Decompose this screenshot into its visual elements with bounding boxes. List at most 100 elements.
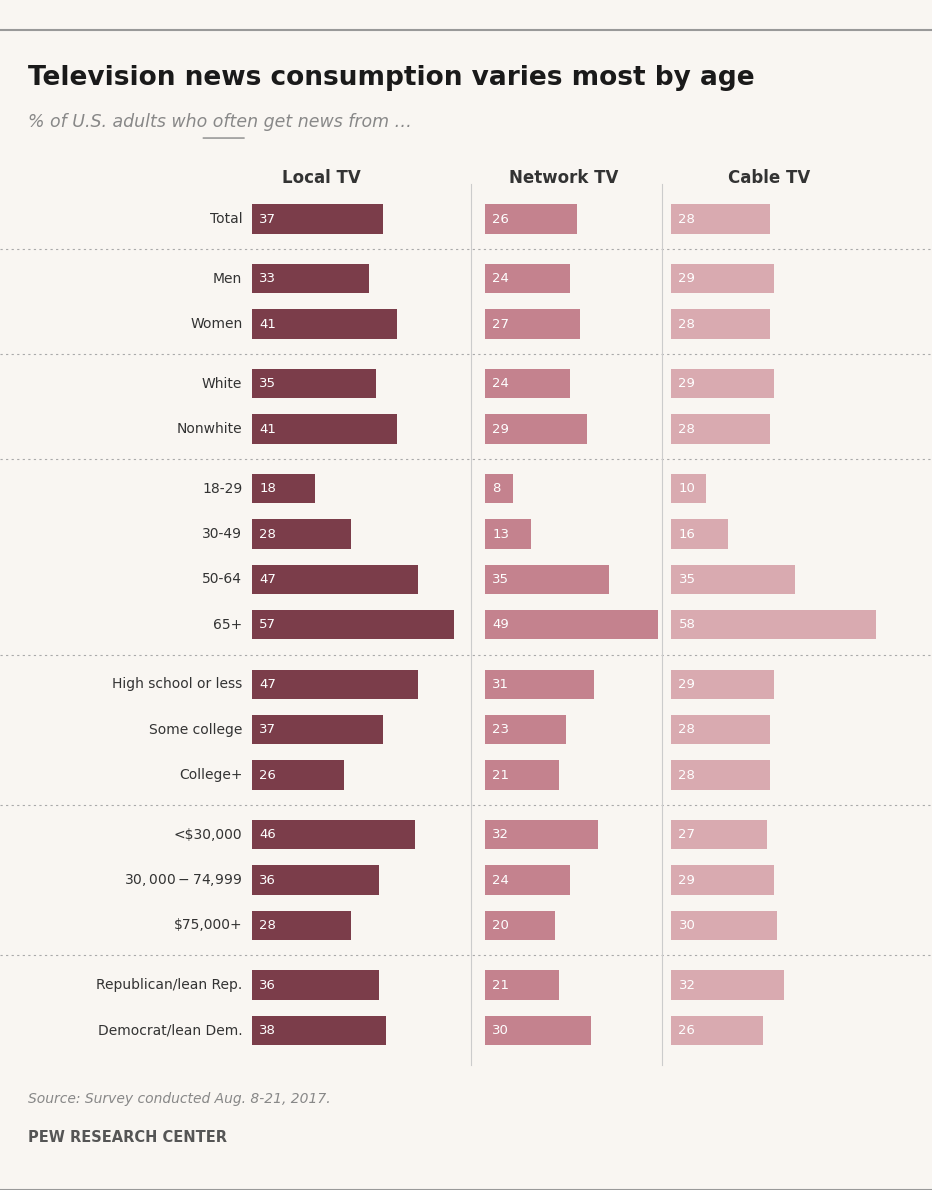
Text: 23: 23 <box>492 724 509 737</box>
Text: 32: 32 <box>492 828 509 841</box>
Text: 65+: 65+ <box>213 618 242 632</box>
FancyBboxPatch shape <box>485 970 559 1000</box>
FancyBboxPatch shape <box>485 414 587 444</box>
FancyBboxPatch shape <box>671 309 770 339</box>
FancyBboxPatch shape <box>252 309 397 339</box>
Text: Network TV: Network TV <box>509 169 619 187</box>
Text: 28: 28 <box>259 527 276 540</box>
Text: 27: 27 <box>678 828 695 841</box>
Text: Republican/lean Rep.: Republican/lean Rep. <box>96 978 242 992</box>
FancyBboxPatch shape <box>252 1016 386 1045</box>
Text: 18: 18 <box>259 482 276 495</box>
FancyBboxPatch shape <box>671 264 774 294</box>
FancyBboxPatch shape <box>671 670 774 700</box>
FancyBboxPatch shape <box>485 519 530 549</box>
FancyBboxPatch shape <box>252 369 376 399</box>
Text: 38: 38 <box>259 1023 276 1036</box>
Text: 29: 29 <box>492 422 509 436</box>
FancyBboxPatch shape <box>671 865 774 895</box>
Text: 28: 28 <box>678 422 695 436</box>
Text: 30: 30 <box>492 1023 509 1036</box>
Text: 26: 26 <box>259 769 276 782</box>
FancyBboxPatch shape <box>252 610 454 639</box>
Text: 35: 35 <box>492 572 509 585</box>
Text: PEW RESEARCH CENTER: PEW RESEARCH CENTER <box>28 1130 227 1146</box>
Text: 41: 41 <box>259 422 276 436</box>
Text: White: White <box>202 377 242 390</box>
Text: 28: 28 <box>678 769 695 782</box>
Text: 29: 29 <box>678 678 695 691</box>
Text: Some college: Some college <box>149 722 242 737</box>
FancyBboxPatch shape <box>252 564 418 594</box>
Text: 26: 26 <box>678 1023 695 1036</box>
Text: 28: 28 <box>678 318 695 331</box>
FancyBboxPatch shape <box>485 369 569 399</box>
FancyBboxPatch shape <box>671 1016 763 1045</box>
FancyBboxPatch shape <box>252 715 383 745</box>
FancyBboxPatch shape <box>671 519 728 549</box>
FancyBboxPatch shape <box>485 865 569 895</box>
Text: 41: 41 <box>259 318 276 331</box>
FancyBboxPatch shape <box>252 910 350 940</box>
Text: $75,000+: $75,000+ <box>173 919 242 933</box>
FancyBboxPatch shape <box>252 670 418 700</box>
Text: Source: Survey conducted Aug. 8-21, 2017.: Source: Survey conducted Aug. 8-21, 2017… <box>28 1092 331 1107</box>
Text: College+: College+ <box>179 768 242 782</box>
Text: 33: 33 <box>259 273 276 286</box>
Text: $30,000-$74,999: $30,000-$74,999 <box>125 872 242 888</box>
Text: 28: 28 <box>678 213 695 226</box>
FancyBboxPatch shape <box>671 414 770 444</box>
FancyBboxPatch shape <box>671 564 795 594</box>
Text: 21: 21 <box>492 978 509 991</box>
Text: 21: 21 <box>492 769 509 782</box>
Text: 29: 29 <box>678 377 695 390</box>
Text: 35: 35 <box>678 572 695 585</box>
Text: Total: Total <box>210 212 242 226</box>
Text: 24: 24 <box>492 377 509 390</box>
Text: 20: 20 <box>492 919 509 932</box>
Text: 27: 27 <box>492 318 509 331</box>
Text: <$30,000: <$30,000 <box>173 828 242 841</box>
FancyBboxPatch shape <box>485 670 595 700</box>
Text: Nonwhite: Nonwhite <box>177 422 242 436</box>
Text: 35: 35 <box>259 377 276 390</box>
FancyBboxPatch shape <box>671 205 770 233</box>
Text: % of U.S. adults who often get news from …: % of U.S. adults who often get news from… <box>28 113 412 131</box>
Text: 16: 16 <box>678 527 695 540</box>
Text: 57: 57 <box>259 619 276 631</box>
FancyBboxPatch shape <box>252 414 397 444</box>
Text: 49: 49 <box>492 619 509 631</box>
FancyBboxPatch shape <box>671 820 767 850</box>
Text: 47: 47 <box>259 678 276 691</box>
FancyBboxPatch shape <box>485 910 555 940</box>
FancyBboxPatch shape <box>671 474 706 503</box>
FancyBboxPatch shape <box>485 309 581 339</box>
FancyBboxPatch shape <box>252 474 315 503</box>
FancyBboxPatch shape <box>485 1016 591 1045</box>
FancyBboxPatch shape <box>252 760 344 790</box>
Text: Democrat/lean Dem.: Democrat/lean Dem. <box>98 1023 242 1038</box>
Text: High school or less: High school or less <box>112 677 242 691</box>
Text: 8: 8 <box>492 482 500 495</box>
FancyBboxPatch shape <box>252 264 368 294</box>
Text: 28: 28 <box>678 724 695 737</box>
Text: 24: 24 <box>492 273 509 286</box>
Text: 32: 32 <box>678 978 695 991</box>
Text: Cable TV: Cable TV <box>728 169 810 187</box>
FancyBboxPatch shape <box>252 820 415 850</box>
Text: 58: 58 <box>678 619 695 631</box>
FancyBboxPatch shape <box>671 715 770 745</box>
FancyBboxPatch shape <box>485 715 566 745</box>
FancyBboxPatch shape <box>252 970 379 1000</box>
Text: 29: 29 <box>678 273 695 286</box>
FancyBboxPatch shape <box>252 205 383 233</box>
Text: 36: 36 <box>259 978 276 991</box>
Text: 24: 24 <box>492 873 509 887</box>
Text: 37: 37 <box>259 724 276 737</box>
Text: 47: 47 <box>259 572 276 585</box>
FancyBboxPatch shape <box>671 970 785 1000</box>
Text: 28: 28 <box>259 919 276 932</box>
Text: 30: 30 <box>678 919 695 932</box>
FancyBboxPatch shape <box>485 760 559 790</box>
Text: 26: 26 <box>492 213 509 226</box>
